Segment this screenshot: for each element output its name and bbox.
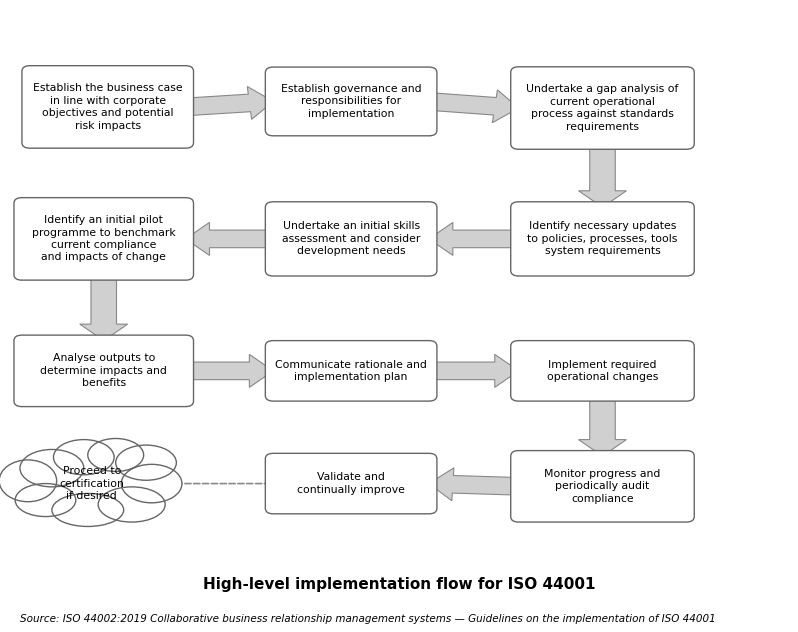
FancyArrow shape xyxy=(185,222,273,255)
FancyArrow shape xyxy=(579,396,626,456)
Text: Undertake an initial skills
assessment and consider
development needs: Undertake an initial skills assessment a… xyxy=(282,221,421,257)
Text: Identify an initial pilot
programme to benchmark
current compliance
and impacts : Identify an initial pilot programme to b… xyxy=(32,216,176,262)
FancyBboxPatch shape xyxy=(14,198,193,280)
Ellipse shape xyxy=(88,439,144,471)
FancyArrow shape xyxy=(429,468,519,501)
Ellipse shape xyxy=(98,487,165,522)
Ellipse shape xyxy=(121,465,182,503)
FancyBboxPatch shape xyxy=(511,202,694,276)
FancyBboxPatch shape xyxy=(265,341,437,401)
Ellipse shape xyxy=(53,440,114,475)
Text: Establish the business case
in line with corporate
objectives and potential
risk: Establish the business case in line with… xyxy=(33,83,183,131)
FancyArrow shape xyxy=(428,90,519,123)
Text: Identify necessary updates
to policies, processes, tools
system requirements: Identify necessary updates to policies, … xyxy=(527,221,678,257)
FancyBboxPatch shape xyxy=(22,66,193,148)
Text: Source: ISO 44002:2019 Collaborative business relationship management systems — : Source: ISO 44002:2019 Collaborative bus… xyxy=(20,614,716,624)
Text: Communicate rationale and
implementation plan: Communicate rationale and implementation… xyxy=(275,360,427,382)
Ellipse shape xyxy=(20,449,84,487)
Text: Establish governance and
responsibilities for
implementation: Establish governance and responsibilitie… xyxy=(281,84,421,119)
FancyBboxPatch shape xyxy=(265,67,437,136)
Text: Proceed to
certification
if desired: Proceed to certification if desired xyxy=(59,466,124,501)
Ellipse shape xyxy=(40,453,144,514)
Ellipse shape xyxy=(52,494,124,526)
FancyArrow shape xyxy=(429,355,519,387)
FancyArrow shape xyxy=(429,222,519,255)
Text: Analyse outputs to
determine impacts and
benefits: Analyse outputs to determine impacts and… xyxy=(41,353,167,388)
FancyBboxPatch shape xyxy=(511,341,694,401)
Text: Monitor progress and
periodically audit
compliance: Monitor progress and periodically audit … xyxy=(544,469,661,504)
FancyArrow shape xyxy=(185,355,273,387)
FancyArrow shape xyxy=(80,275,128,341)
FancyArrow shape xyxy=(579,143,626,207)
Text: Implement required
operational changes: Implement required operational changes xyxy=(547,360,658,382)
FancyBboxPatch shape xyxy=(511,451,694,522)
FancyBboxPatch shape xyxy=(14,335,193,406)
FancyBboxPatch shape xyxy=(265,453,437,514)
FancyBboxPatch shape xyxy=(511,67,694,149)
Ellipse shape xyxy=(15,483,76,516)
FancyArrow shape xyxy=(184,87,273,119)
Ellipse shape xyxy=(116,445,176,480)
FancyBboxPatch shape xyxy=(265,202,437,276)
Ellipse shape xyxy=(0,460,57,502)
Text: Undertake a gap analysis of
current operational
process against standards
requir: Undertake a gap analysis of current oper… xyxy=(527,85,678,131)
Text: High-level implementation flow for ISO 44001: High-level implementation flow for ISO 4… xyxy=(203,577,595,592)
Text: Validate and
continually improve: Validate and continually improve xyxy=(297,472,405,495)
